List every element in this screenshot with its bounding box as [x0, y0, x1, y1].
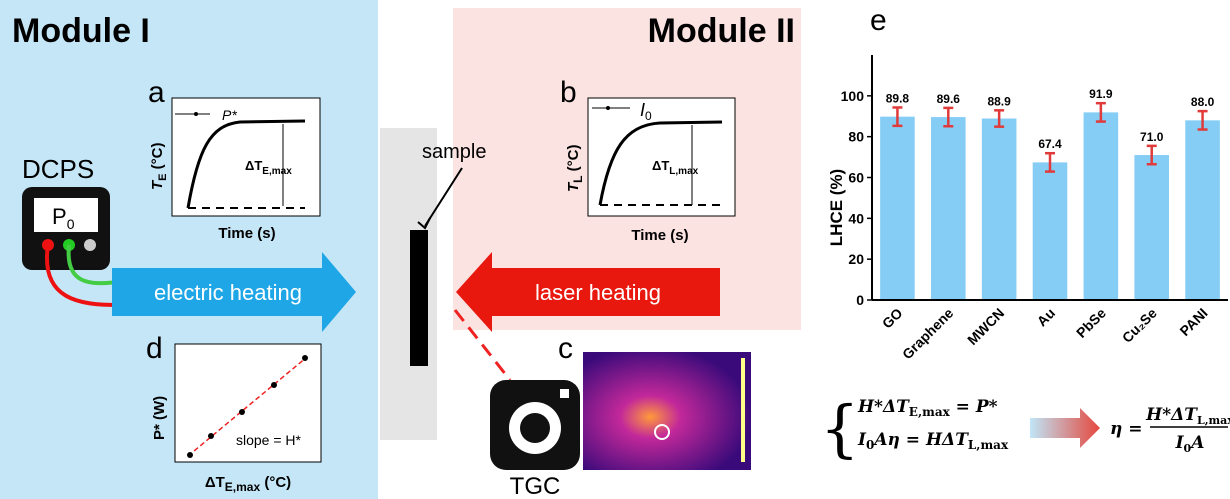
y-tick-label: 100 — [841, 88, 865, 104]
value-label: 88.0 — [1191, 95, 1215, 109]
y-label-unit: (°C) — [565, 144, 582, 175]
y-label: P* (W) — [151, 396, 168, 440]
x-label: Time (s) — [631, 227, 688, 244]
x-label-main: ΔT — [205, 474, 225, 491]
color-scale — [741, 358, 745, 462]
eq-part: H*ΔT — [1145, 405, 1198, 425]
laser-arrow-label: laser heating — [535, 280, 661, 305]
camera-lens-inner — [520, 413, 550, 443]
x-label-unit: (°C) — [260, 474, 291, 491]
bar — [1185, 120, 1220, 300]
module-1-title: Module I — [12, 12, 150, 50]
bar — [1084, 112, 1119, 300]
panel-label: d — [146, 332, 163, 365]
bar — [931, 117, 966, 300]
x-tick-label: Cu₂Se — [1119, 305, 1160, 346]
annotation-sub: E,max — [262, 166, 292, 177]
legend: P* — [222, 107, 237, 123]
y-tick-label: 0 — [856, 292, 864, 308]
result-denominator: I0A — [1175, 433, 1205, 455]
dcps-label: DCPS — [22, 154, 94, 184]
panel-label: b — [560, 76, 577, 109]
x-tick-label: PbSe — [1073, 305, 1109, 341]
annotation: slope = H* — [236, 432, 302, 448]
eq-sub: L,max — [968, 438, 1009, 452]
x-tick-label: Graphene — [899, 305, 957, 363]
x-tick-label: GO — [879, 305, 906, 332]
camera-flash — [560, 389, 569, 398]
equation-2: I0Aη = HΔTL,max — [857, 430, 1009, 452]
equation-1: H*ΔTE,max = P* — [857, 397, 998, 419]
y-label-sub: E — [157, 173, 169, 180]
panel-label: a — [148, 76, 165, 109]
result-lhs: η = — [1110, 419, 1143, 439]
electric-arrow-label: electric heating — [154, 280, 302, 305]
value-label: 71.0 — [1140, 130, 1164, 144]
camera-label: TGC — [510, 473, 561, 499]
x-tick-label: Au — [1034, 305, 1059, 330]
eq-part: Aη = HΔT — [872, 430, 969, 450]
sample — [410, 230, 428, 366]
thermal-image — [583, 352, 751, 470]
y-tick-label: 60 — [848, 170, 864, 186]
eq-part: H*ΔT — [857, 397, 910, 417]
y-label-sub: L — [571, 175, 585, 182]
panel-b-frame — [588, 98, 735, 216]
x-tick-label: MWCN — [964, 305, 1007, 348]
legend-sub: 0 — [645, 109, 652, 123]
y-tick-label: 80 — [848, 129, 864, 145]
panel-label: c — [558, 332, 573, 365]
value-label: 91.9 — [1089, 87, 1113, 101]
holder — [380, 128, 437, 440]
x-label: Time (s) — [218, 225, 275, 242]
result-arrow — [1030, 408, 1100, 448]
panel-a-frame — [172, 98, 320, 216]
y-label: LHCE (%) — [827, 169, 846, 246]
bar — [1033, 162, 1068, 300]
bar — [1134, 155, 1169, 300]
bar — [880, 117, 915, 300]
y-label-unit: (°C) — [149, 142, 166, 173]
x-label-sub: E,max — [225, 480, 261, 494]
bar-chart: e LHCE (%) 0 20 40 60 80 100 89.8 GO 89.6 Graphene 8… — [827, 4, 1228, 362]
annotation-main: ΔT — [245, 158, 262, 173]
eq-sub: E,max — [909, 405, 951, 419]
panel-label: e — [870, 4, 887, 37]
eq-part: = P* — [950, 397, 998, 417]
y-tick-label: 40 — [848, 210, 864, 226]
y-tick-label: 20 — [848, 251, 864, 267]
annotation-main: ΔT — [652, 158, 669, 173]
bar — [982, 118, 1017, 300]
annotation-sub: L,max — [669, 166, 698, 177]
result-numerator: H*ΔTL,max — [1145, 405, 1230, 427]
terminal — [84, 239, 96, 251]
eq-sub: 0 — [866, 438, 874, 452]
eq-sub: L,max — [1197, 414, 1230, 427]
module-2-title: Module II — [648, 12, 795, 50]
brace: { — [820, 392, 859, 465]
display-p: P — [52, 204, 67, 229]
value-label: 89.6 — [937, 92, 961, 106]
value-label: 88.9 — [987, 94, 1011, 108]
sample-label: sample — [422, 141, 486, 163]
value-label: 67.4 — [1038, 137, 1062, 151]
eq-part: A — [1189, 433, 1204, 453]
display-sub: 0 — [67, 216, 75, 232]
value-label: 89.8 — [886, 91, 910, 105]
x-tick-label: PANI — [1176, 305, 1210, 339]
legend-dot — [194, 112, 198, 116]
legend-dot — [606, 106, 610, 110]
figure: Module I Module II DCPS P0 electric heat… — [0, 0, 1230, 499]
